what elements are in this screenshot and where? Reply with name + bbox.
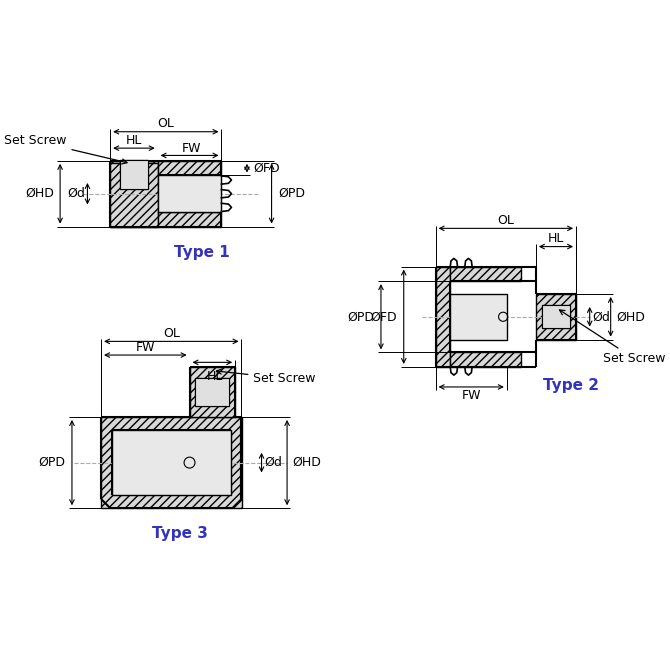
Bar [111, 161, 157, 163]
Bar [195, 378, 229, 406]
Bar [111, 161, 157, 226]
Text: ØHD: ØHD [25, 187, 54, 200]
Text: Type 2: Type 2 [543, 378, 600, 393]
Text: HL: HL [548, 232, 564, 245]
Text: Set Screw: Set Screw [559, 310, 666, 365]
Bar [536, 294, 576, 340]
Text: Ød: Ød [264, 456, 282, 469]
Bar [450, 294, 507, 340]
Text: FW: FW [182, 141, 201, 155]
Bar [112, 429, 230, 495]
Text: ØPD: ØPD [348, 310, 375, 323]
Text: Type 3: Type 3 [153, 526, 208, 541]
Bar [111, 161, 157, 192]
Bar [542, 306, 570, 328]
Text: FW: FW [135, 341, 155, 354]
Bar [450, 352, 521, 367]
Text: ØPD: ØPD [278, 187, 305, 200]
Bar [111, 196, 157, 226]
Text: ØFD: ØFD [254, 161, 280, 175]
Text: ØPD: ØPD [38, 456, 66, 469]
Bar [157, 176, 222, 212]
Text: FW: FW [462, 389, 481, 401]
Text: Set Screw: Set Screw [216, 369, 316, 385]
Text: Ød: Ød [67, 187, 84, 200]
Bar [190, 367, 235, 417]
Bar [120, 159, 148, 189]
Text: ØFD: ØFD [371, 310, 397, 323]
Text: OL: OL [497, 214, 515, 226]
Bar [101, 417, 243, 508]
Text: OL: OL [163, 327, 180, 340]
Bar [436, 267, 450, 367]
Bar [157, 161, 222, 176]
Text: HL: HL [207, 370, 223, 383]
Text: OL: OL [157, 117, 174, 130]
Bar [157, 212, 222, 226]
Bar [450, 267, 521, 281]
Text: Type 1: Type 1 [174, 245, 229, 259]
Text: Set Screw: Set Screw [4, 135, 127, 164]
Text: ØHD: ØHD [616, 310, 645, 323]
Text: Ød: Ød [592, 310, 610, 323]
Text: HL: HL [126, 135, 142, 147]
Text: ØHD: ØHD [293, 456, 322, 469]
